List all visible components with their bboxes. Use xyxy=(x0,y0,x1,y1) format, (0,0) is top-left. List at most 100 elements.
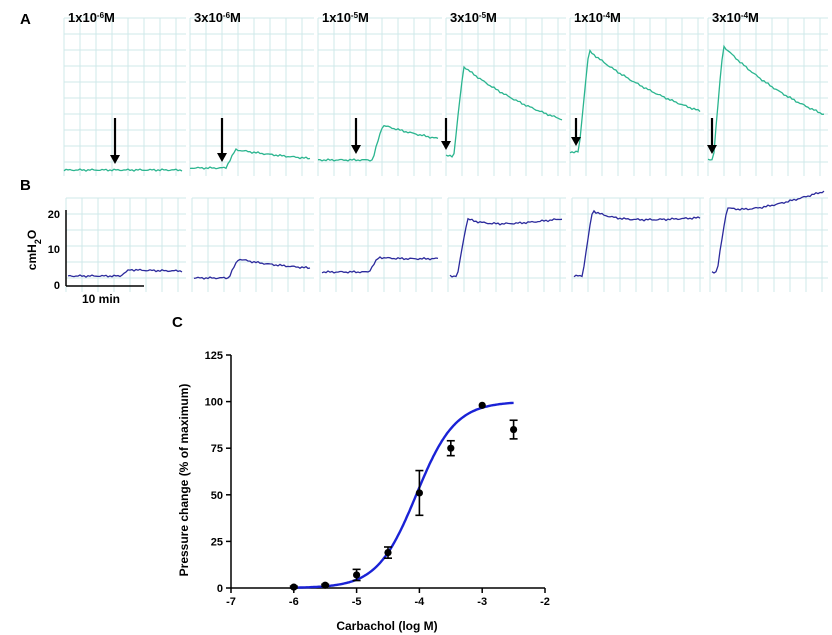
concentration-unit: M xyxy=(486,10,497,25)
data-point-2 xyxy=(321,581,330,589)
y-tick-label: 75 xyxy=(211,443,223,455)
panel-b-ylabel-post: O xyxy=(25,230,39,239)
trace-b-2 xyxy=(193,258,311,280)
y-tick-label: 100 xyxy=(205,397,223,409)
panel-b-grid-2 xyxy=(191,197,314,292)
x-tick-label: -3 xyxy=(477,596,487,608)
chart-ylabel: Pressure change (% of maximum) xyxy=(177,384,191,577)
stimulus-arrow-3 xyxy=(351,118,361,154)
panel-b-ylabel-pre: cmH xyxy=(25,244,39,270)
panel-c-label: C xyxy=(172,314,183,331)
trace-b-4 xyxy=(449,217,563,278)
panel-b-grid-3 xyxy=(319,197,442,292)
concentration-exp: -5 xyxy=(351,11,359,20)
concentration-base: 3x10 xyxy=(194,10,223,25)
concentration-exp: -4 xyxy=(603,11,611,20)
concentration-exp: -4 xyxy=(741,11,749,20)
x-tick-label: -6 xyxy=(289,596,299,608)
concentration-unit: M xyxy=(230,10,241,25)
concentration-unit: M xyxy=(748,10,759,25)
point-marker xyxy=(290,583,298,591)
point-marker xyxy=(509,425,518,434)
panel-a-grid-1 xyxy=(63,17,186,176)
point-marker xyxy=(415,489,423,497)
concentration-label-6: 3x10-4M xyxy=(712,10,759,25)
chart-tick-labels: -7 -6 -5 -4 -3 -2 0 25 50 75 100 125 xyxy=(205,350,550,608)
trace-b-5 xyxy=(573,209,701,278)
panel-b-traces xyxy=(65,190,828,292)
x-tick-label: -7 xyxy=(226,596,236,608)
data-point-3 xyxy=(352,568,361,582)
concentration-exp: -5 xyxy=(479,11,487,20)
trace-b-3 xyxy=(321,256,439,274)
x-tick-label: -5 xyxy=(352,596,362,608)
scale-bar-label: 10 min xyxy=(82,292,120,306)
panel-b-ylabel: cmH2O xyxy=(25,230,43,270)
panel-a-grid-5 xyxy=(569,17,704,176)
stimulus-arrow-2 xyxy=(217,118,227,162)
chart-xlabel: Carbachol (log M) xyxy=(336,619,437,633)
y-tick-label: 25 xyxy=(211,536,223,548)
concentration-base: 3x10 xyxy=(450,10,479,25)
y-tick-label: 125 xyxy=(205,350,223,362)
fit-curve xyxy=(293,401,514,589)
data-point-4 xyxy=(384,546,392,559)
y-tick-label: 0 xyxy=(217,583,223,595)
panel-b-ylabel-sub: 2 xyxy=(33,239,43,244)
concentration-exp: -6 xyxy=(223,11,231,20)
concentration-label-1: 1x10-6M xyxy=(68,10,115,25)
x-tick-label: -4 xyxy=(415,596,426,608)
trace-a-3 xyxy=(318,124,439,162)
point-marker xyxy=(353,571,361,579)
concentration-label-4: 3x10-5M xyxy=(450,10,497,25)
data-point-8 xyxy=(509,419,518,440)
stimulus-arrow-5 xyxy=(571,118,581,146)
concentration-unit: M xyxy=(610,10,621,25)
trace-a-4 xyxy=(445,65,563,158)
point-marker xyxy=(321,581,329,589)
panel-b-ytick-20: 20 xyxy=(48,209,60,221)
concentration-base: 1x10 xyxy=(574,10,603,25)
concentration-label-3: 1x10-5M xyxy=(322,10,369,25)
trace-a-6 xyxy=(707,44,825,161)
concentration-unit: M xyxy=(358,10,369,25)
y-tick-label: 50 xyxy=(211,490,223,502)
panel-b-ytick-0: 0 xyxy=(54,280,60,292)
concentration-label-2: 3x10-6M xyxy=(194,10,241,25)
panel-b-grid-5 xyxy=(571,197,704,292)
data-point-1 xyxy=(289,583,298,591)
chart-axes xyxy=(230,355,545,589)
point-marker xyxy=(384,548,392,557)
trace-a-5 xyxy=(569,49,701,154)
trace-b-6 xyxy=(711,190,825,274)
stimulus-arrow-6 xyxy=(707,118,717,154)
data-point-7 xyxy=(478,401,486,409)
panel-b-label: B xyxy=(20,177,31,194)
dose-response-chart: -7 -6 -5 -4 -3 -2 0 25 50 75 100 125 Carbachol (log… xyxy=(177,350,550,633)
stimulus-arrow-1 xyxy=(110,118,120,164)
x-tick-label: -2 xyxy=(540,596,550,608)
panel-b-grid-1 xyxy=(65,197,186,292)
trace-a-1 xyxy=(63,168,183,172)
stimulus-arrow-4 xyxy=(441,118,451,150)
panel-b-grid-6 xyxy=(709,197,828,292)
panel-a-grid-3 xyxy=(317,17,442,176)
concentration-label-5: 1x10-4M xyxy=(574,10,621,25)
point-marker xyxy=(447,444,455,452)
panel-b-grid-4 xyxy=(447,197,566,292)
panel-b-axis: 20 10 0 cmH2O 10 min xyxy=(25,209,144,306)
panel-a-traces: 1x10-6M 3x10-6M 1x10-5M 3x10-5M 1x10-4M 3x10-… xyxy=(63,10,828,176)
panel-a-grid-4 xyxy=(445,17,566,176)
panel-a-grid-2 xyxy=(189,17,314,176)
data-points xyxy=(289,401,518,591)
data-point-6 xyxy=(446,439,455,457)
concentration-base: 1x10 xyxy=(322,10,351,25)
concentration-base: 3x10 xyxy=(712,10,741,25)
trace-b-1 xyxy=(67,268,183,278)
concentration-base: 1x10 xyxy=(68,10,97,25)
point-marker xyxy=(478,401,486,409)
data-point-5 xyxy=(415,469,424,517)
trace-a-2 xyxy=(189,148,311,170)
panel-b-ytick-10: 10 xyxy=(48,244,60,256)
